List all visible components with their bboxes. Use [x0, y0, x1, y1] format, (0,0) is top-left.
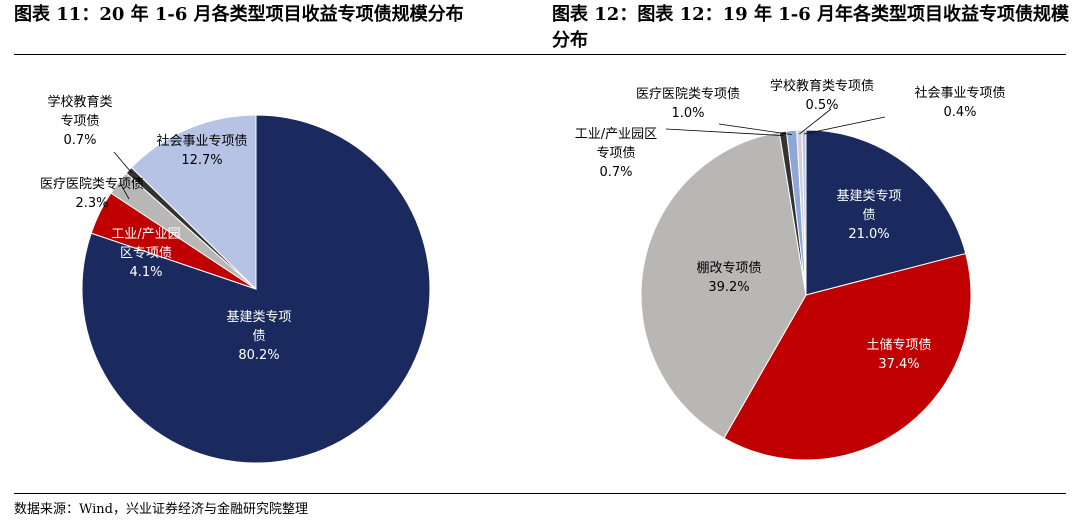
- slice-value-label: 80.2%: [238, 348, 279, 363]
- pie-slice: [130, 114, 257, 291]
- slice-value-label: 21.0%: [848, 227, 889, 242]
- slice-label: 学校教育类专项债 0.5%: [770, 78, 874, 113]
- slice-name-label: 社会事业专项债: [156, 133, 247, 149]
- slice-name-label: 债: [862, 208, 875, 223]
- source-note: 数据来源：Wind，兴业证券经济与金融研究院整理: [14, 502, 308, 517]
- chart-title-left: 图表 11：20 年 1-6 月各类型项目收益专项债规模分布: [14, 4, 464, 25]
- slice-label: 医疗医院类专项债 1.0%: [636, 87, 740, 121]
- pie-slice: [805, 129, 967, 296]
- slice-label: 学校教育类专项债 0.7%: [47, 94, 112, 148]
- slice-name-label: 基建类专项: [226, 310, 291, 325]
- slice-name-label: 学校教育类专项债: [770, 78, 874, 94]
- slice-value-label: 37.4%: [878, 357, 919, 372]
- leader-line: [718, 123, 792, 135]
- pie-chart-2019: 基建类专项债 21.0% 土储专项债 37.4% 棚改专项债 39.2% 工业/产业园区 专项…: [552, 62, 1072, 482]
- slice-value-label: 4.1%: [129, 265, 162, 280]
- slice-name-label: 社会事业专项债: [914, 85, 1005, 101]
- leader-line: [803, 116, 886, 135]
- pie-chart-2020: 基建类专项债 80.2% 工业/产业园 区专项债 4.1% 医疗医院类专项债 2.3% 学校教…: [14, 62, 534, 482]
- slice-value-label: 0.7%: [599, 165, 632, 180]
- leader-line: [665, 128, 784, 136]
- slice-name-label: 土储专项债: [866, 338, 931, 353]
- slice-value-label: 2.3%: [75, 196, 108, 211]
- title-divider: [14, 54, 1066, 55]
- slice-value-label: 0.5%: [805, 98, 838, 113]
- chart-title-right: 图表 12：图表 12：19 年 1-6 月年各类型项目收益专项债规模分布: [552, 4, 1069, 51]
- leader-line: [799, 108, 832, 135]
- slice-name-label: 债: [252, 329, 265, 344]
- leader-line: [120, 185, 130, 200]
- leader-line: [113, 151, 133, 174]
- slice-value-label: 12.7%: [181, 153, 222, 168]
- slice-name-label: 基建类专项: [836, 189, 901, 204]
- slice-name-label: 棚改专项债: [696, 261, 761, 276]
- slice-name-label: 医疗医院类专项债: [636, 87, 740, 102]
- slice-name-label: 专项债: [60, 114, 99, 129]
- slice-name-label: 专项债: [596, 146, 635, 161]
- slice-name-label: 医疗医院类专项债: [40, 177, 144, 192]
- slice-label: 社会事业专项债 0.4%: [914, 85, 1005, 120]
- slice-value-label: 39.2%: [708, 280, 749, 295]
- slice-label: 土储专项债 37.4%: [866, 338, 931, 372]
- source-divider: [14, 493, 1066, 494]
- slice-value-label: 0.7%: [63, 133, 96, 148]
- slice-label: 社会事业专项债 12.7%: [156, 133, 247, 168]
- slice-label: 医疗医院类专项债 2.3%: [40, 177, 144, 211]
- pie-slice: [640, 131, 807, 439]
- slice-name-label: 工业/产业园: [111, 227, 180, 242]
- slice-label: 棚改专项债 39.2%: [696, 261, 761, 295]
- slice-name-label: 工业/产业园区: [575, 127, 657, 142]
- slice-name-label: 学校教育类: [47, 94, 112, 110]
- slice-value-label: 1.0%: [671, 106, 704, 121]
- pie-slice: [723, 252, 972, 461]
- slice-name-label: 区专项债: [120, 246, 172, 261]
- slice-value-label: 0.4%: [943, 105, 976, 120]
